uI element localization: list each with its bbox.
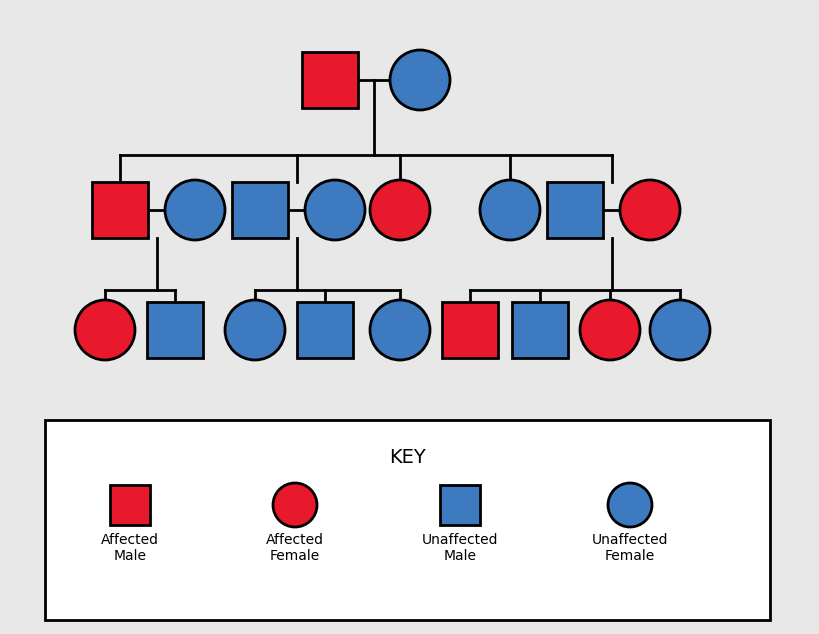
Circle shape: [369, 180, 429, 240]
Circle shape: [390, 50, 450, 110]
Bar: [147, 302, 203, 358]
Bar: [92, 182, 147, 238]
Circle shape: [75, 300, 135, 360]
Circle shape: [619, 180, 679, 240]
Text: Unaffected
Male: Unaffected Male: [421, 533, 498, 563]
Bar: [301, 52, 358, 108]
Text: Unaffected
Female: Unaffected Female: [591, 533, 667, 563]
Bar: [546, 182, 602, 238]
Bar: [45, 420, 769, 620]
Bar: [110, 485, 150, 525]
Circle shape: [607, 483, 651, 527]
Circle shape: [165, 180, 224, 240]
Text: Affected
Male: Affected Male: [101, 533, 159, 563]
Circle shape: [579, 300, 639, 360]
Bar: [441, 302, 497, 358]
Text: KEY: KEY: [389, 448, 425, 467]
Circle shape: [305, 180, 364, 240]
Bar: [511, 302, 568, 358]
Bar: [440, 485, 479, 525]
Circle shape: [649, 300, 709, 360]
Circle shape: [273, 483, 317, 527]
Bar: [296, 302, 352, 358]
Circle shape: [479, 180, 540, 240]
Text: Affected
Female: Affected Female: [265, 533, 324, 563]
Bar: [232, 182, 287, 238]
Circle shape: [369, 300, 429, 360]
Circle shape: [224, 300, 285, 360]
